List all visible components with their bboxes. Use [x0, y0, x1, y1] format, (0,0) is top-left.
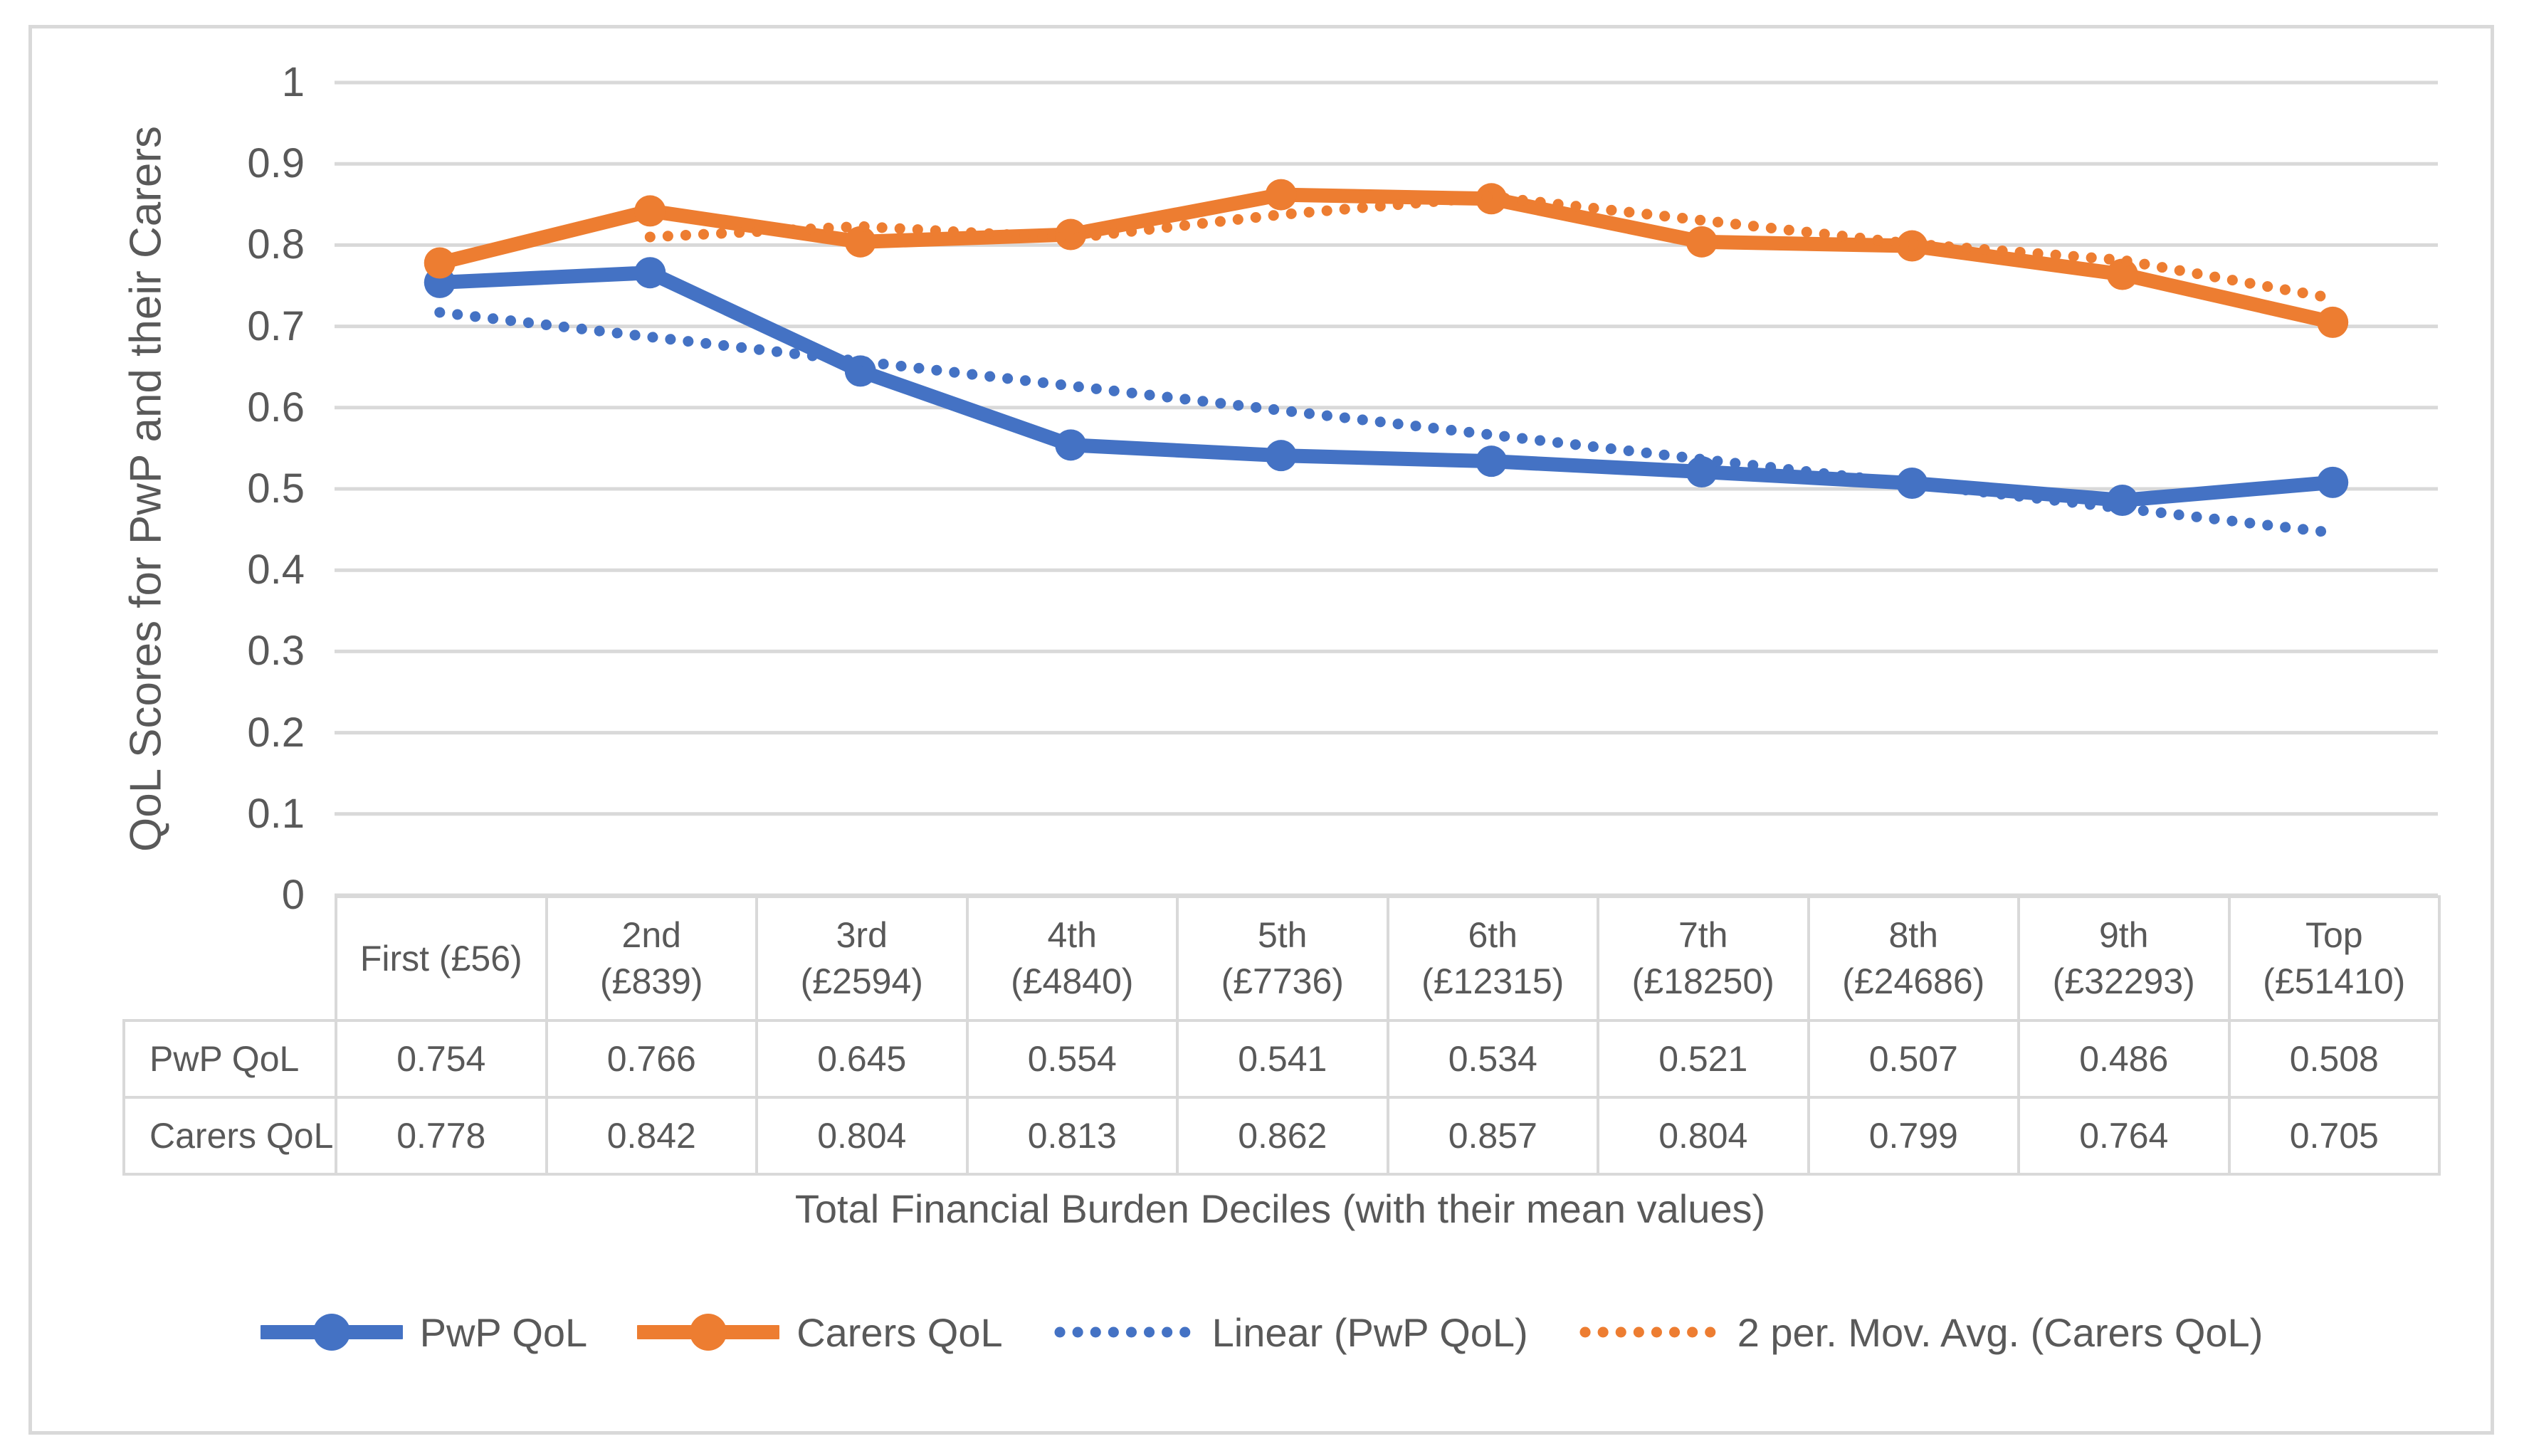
- table-row: PwP QoL 0.754 0.766 0.645 0.554 0.541 0.534 0.5…: [122, 1019, 2441, 1099]
- series-marker-1: [1686, 226, 1718, 258]
- table-row-label: Carers QoL: [122, 1096, 337, 1176]
- table-value-cell: 0.486: [2017, 1019, 2231, 1099]
- table-value-cell: 0.813: [965, 1096, 1179, 1176]
- trendline-0: [434, 307, 2328, 537]
- table-value-cell: 0.705: [2227, 1096, 2441, 1176]
- y-axis-title: QoL Scores for PwP and their Carers: [121, 125, 171, 853]
- series-marker-0: [1686, 456, 1718, 488]
- trendline-1: [644, 191, 2338, 304]
- table-row: Carers QoL 0.778 0.842 0.804 0.813 0.862 0.857…: [122, 1096, 2441, 1176]
- legend-label: Carers QoL: [796, 1309, 1003, 1355]
- table-value-cell: 0.842: [545, 1096, 758, 1176]
- legend-dotted-line-icon: [1579, 1326, 1720, 1338]
- legend-item: PwP QoL: [260, 1309, 588, 1356]
- table-value-cell: 0.554: [965, 1019, 1179, 1099]
- table-header-cell: 4th (£4840): [965, 895, 1179, 1022]
- table-value-cell: 0.857: [1386, 1096, 1599, 1176]
- table-value-cell: 0.778: [335, 1096, 548, 1176]
- table-value-cell: 0.764: [2017, 1096, 2231, 1176]
- table-value-cell: 0.645: [755, 1019, 969, 1099]
- table-header-cell: 8th (£24686): [1807, 895, 2020, 1022]
- table-value-cell: 0.508: [2227, 1019, 2441, 1099]
- table-header-cell: 3rd (£2594): [755, 895, 969, 1022]
- series-marker-1: [634, 195, 666, 227]
- x-axis-title: Total Financial Burden Deciles (with the…: [794, 1186, 1766, 1231]
- plot-area: [335, 80, 2438, 897]
- table-value-cell: 0.754: [335, 1019, 548, 1099]
- table-header-cell: 5th (£7736): [1176, 895, 1389, 1022]
- series-marker-0: [1265, 440, 1297, 472]
- table-header-cell: 2nd (£839): [545, 895, 758, 1022]
- series-line-1: [432, 187, 2340, 329]
- series-marker-0: [1476, 445, 1508, 478]
- table-value-cell: 0.766: [545, 1019, 758, 1099]
- table-value-cell: 0.507: [1807, 1019, 2020, 1099]
- legend-label: 2 per. Mov. Avg. (Carers QoL): [1737, 1309, 2263, 1355]
- legend-label: PwP QoL: [419, 1309, 588, 1355]
- series-marker-0: [2317, 466, 2349, 498]
- legend-dotted-line-icon: [1054, 1326, 1195, 1338]
- legend-item: Linear (PwP QoL): [1053, 1309, 1528, 1356]
- legend-item: 2 per. Mov. Avg. (Carers QoL): [1578, 1309, 2263, 1356]
- data-table: First (£56) 2nd (£839) 3rd (£2594) 4th (£48…: [122, 895, 2441, 1176]
- table-header-cell: 7th (£18250): [1597, 895, 1810, 1022]
- legend-label: Linear (PwP QoL): [1211, 1309, 1528, 1355]
- series-marker-1: [1265, 179, 1297, 211]
- table-corner-cell: [124, 897, 336, 1020]
- series-line-0: [432, 265, 2340, 507]
- chart-legend: PwP QoL Carers QoL Linear (PwP QoL) 2 per. …: [75, 1289, 2448, 1375]
- table-header-cell: Top (£51410): [2227, 895, 2441, 1022]
- series-marker-1: [2106, 258, 2138, 290]
- table-header-cell: 9th (£32293): [2017, 895, 2231, 1022]
- table-value-cell: 0.521: [1597, 1019, 1810, 1099]
- table-header-cell: First (£56): [335, 895, 548, 1022]
- table-row-label: PwP QoL: [122, 1019, 337, 1099]
- table-value-cell: 0.804: [755, 1096, 969, 1176]
- table-value-cell: 0.804: [1597, 1096, 1810, 1176]
- table-value-cell: 0.541: [1176, 1019, 1389, 1099]
- table-value-cell: 0.534: [1386, 1019, 1599, 1099]
- legend-line-marker-icon: [637, 1314, 780, 1351]
- table-header-cell: 6th (£12315): [1386, 895, 1599, 1022]
- series-marker-0: [634, 257, 666, 289]
- series-marker-1: [2317, 306, 2349, 338]
- series-marker-1: [424, 247, 456, 279]
- legend-line-marker-icon: [260, 1314, 403, 1351]
- table-value-cell: 0.799: [1807, 1096, 2020, 1176]
- legend-item: Carers QoL: [637, 1309, 1003, 1356]
- series-marker-1: [844, 226, 876, 258]
- table-value-cell: 0.862: [1176, 1096, 1389, 1176]
- series-marker-0: [1055, 429, 1087, 461]
